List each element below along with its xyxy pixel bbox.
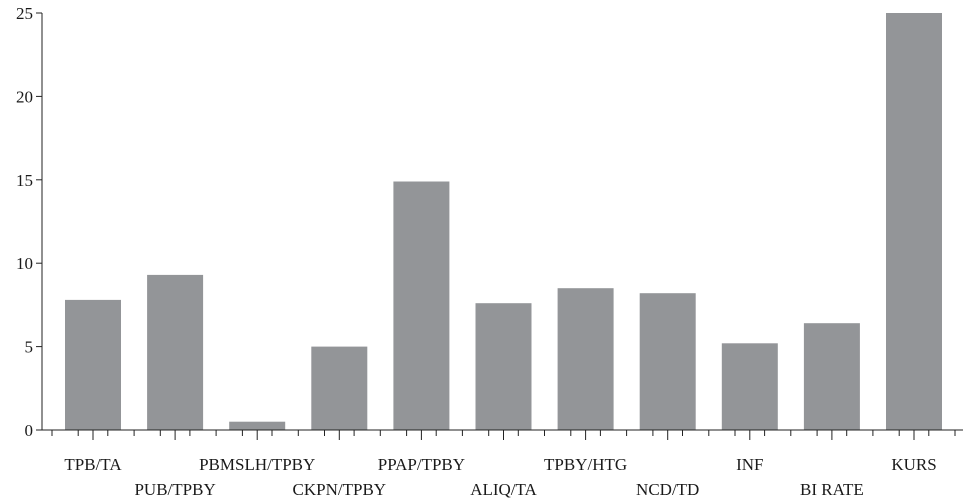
- y-tick-label: 20: [16, 87, 33, 106]
- category-label: TPB/TA: [64, 455, 122, 474]
- category-label: KURS: [891, 455, 936, 474]
- bar-inf: [721, 343, 778, 430]
- bar-bi-rate: [803, 323, 860, 430]
- category-label: NCD/TD: [636, 480, 699, 499]
- bars: [65, 13, 942, 430]
- bar-ncd-td: [639, 293, 696, 430]
- bar-aliq-ta: [475, 303, 532, 430]
- category-label: PBMSLH/TPBY: [199, 455, 315, 474]
- bar-ckpn-tpby: [311, 346, 368, 430]
- category-label: TPBY/HTG: [544, 455, 627, 474]
- category-label: CKPN/TPBY: [293, 480, 387, 499]
- category-label: ALIQ/TA: [470, 480, 537, 499]
- bar-ppap-tpby: [393, 181, 450, 430]
- category-label: BI RATE: [800, 480, 864, 499]
- y-tick-label: 10: [16, 254, 33, 273]
- y-tick-label: 15: [16, 171, 33, 190]
- x-ticks: [51, 430, 956, 440]
- y-tick-label: 0: [25, 421, 34, 440]
- bar-kurs: [886, 13, 942, 430]
- y-ticks: 0 5 10 15 20 25: [16, 4, 42, 440]
- category-label: PPAP/TPBY: [378, 455, 465, 474]
- bar-pub-tpby: [147, 274, 204, 430]
- y-tick-label: 5: [25, 338, 34, 357]
- category-labels: TPB/TA PUB/TPBY PBMSLH/TPBY CKPN/TPBY PPAP/T…: [64, 455, 936, 499]
- y-tick-label: 25: [16, 4, 33, 23]
- category-label: INF: [736, 455, 763, 474]
- bar-tpby-htg: [557, 288, 614, 430]
- bar-pbmslh-tpby: [229, 421, 286, 430]
- bar-tpb-ta: [65, 299, 121, 430]
- category-label: PUB/TPBY: [134, 480, 215, 499]
